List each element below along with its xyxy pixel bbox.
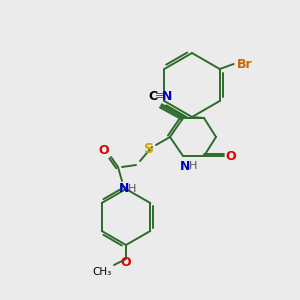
Text: C: C bbox=[148, 89, 158, 103]
Text: S: S bbox=[144, 142, 154, 156]
Text: N: N bbox=[180, 160, 190, 172]
Text: O: O bbox=[121, 256, 131, 269]
Text: H: H bbox=[128, 184, 136, 194]
Text: O: O bbox=[99, 143, 109, 157]
Text: ≡: ≡ bbox=[155, 91, 165, 101]
Text: Br: Br bbox=[237, 58, 253, 70]
Text: CH₃: CH₃ bbox=[92, 267, 112, 277]
Text: H: H bbox=[189, 161, 197, 171]
Text: N: N bbox=[162, 89, 172, 103]
Text: N: N bbox=[119, 182, 129, 196]
Text: O: O bbox=[226, 149, 236, 163]
